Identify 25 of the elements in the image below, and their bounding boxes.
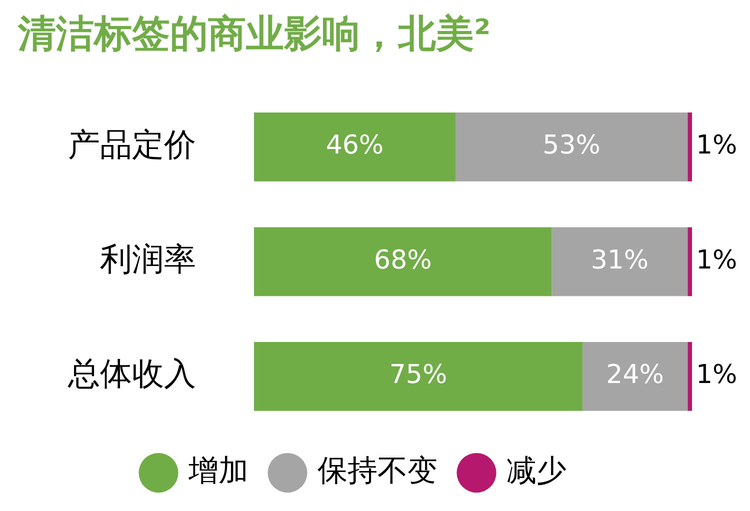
y-tick-label: 产品定价 bbox=[68, 125, 196, 164]
y-tick-label: 总体收入 bbox=[67, 354, 196, 393]
data-label: 31% bbox=[590, 245, 649, 276]
bar bbox=[688, 112, 692, 182]
bar bbox=[688, 342, 692, 411]
legend-label: 保持不变 bbox=[318, 454, 438, 489]
y-tick-label: 利润率 bbox=[100, 240, 196, 278]
legend-label: 减少 bbox=[506, 454, 566, 489]
data-label: 75% bbox=[389, 360, 448, 390]
bar bbox=[552, 227, 688, 296]
bar bbox=[254, 342, 582, 411]
bar bbox=[254, 112, 456, 182]
bar bbox=[582, 342, 688, 411]
bar bbox=[688, 227, 692, 296]
data-label: 53% bbox=[542, 130, 600, 161]
data-label: 1% bbox=[696, 245, 738, 276]
legend-label: 增加 bbox=[188, 454, 248, 489]
bar bbox=[455, 112, 688, 182]
data-label: 24% bbox=[606, 360, 664, 390]
data-label: 1% bbox=[696, 360, 738, 390]
data-label: 68% bbox=[374, 245, 432, 276]
chart-title: 清洁标签的商业影响，北美² bbox=[17, 12, 491, 56]
bar bbox=[254, 227, 552, 296]
data-label: 46% bbox=[326, 130, 384, 161]
data-label: 1% bbox=[696, 130, 738, 161]
